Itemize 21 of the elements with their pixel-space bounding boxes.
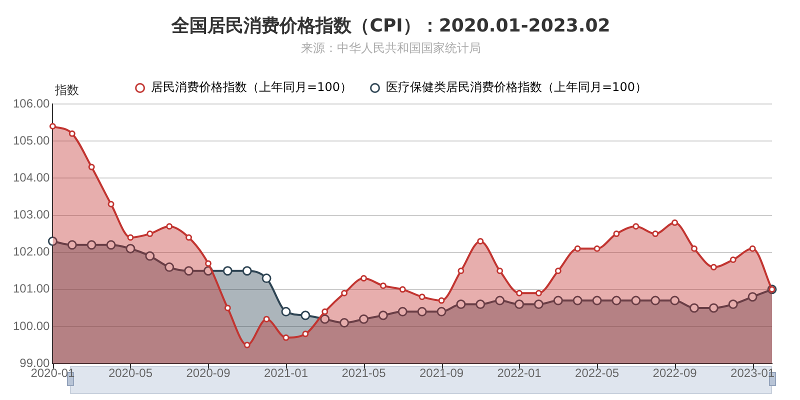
x-tick-label: 2022-01	[497, 366, 542, 380]
y-tick-label: 103.00	[13, 208, 50, 222]
x-tick-label: 2021-01	[264, 366, 308, 380]
y-tick-label: 105.00	[13, 133, 50, 148]
x-tick-label: 2022-09	[652, 366, 698, 380]
legend-label: 居民消费价格指数（上年同月=100）	[151, 80, 352, 94]
x-tick-label: 2020-09	[186, 366, 231, 380]
x-tick-label: 2021-05	[342, 366, 386, 380]
y-tick-label: 100.00	[13, 318, 50, 333]
x-tick-label: 2021-09	[419, 366, 464, 380]
chart-subtitle: 来源：中华人民共和国国家统计局	[301, 40, 481, 55]
legend-label: 医疗保健类居民消费价格指数（上年同月=100）	[386, 80, 647, 94]
y-tick-label: 106.00	[13, 96, 50, 110]
y-tick-label: 104.00	[13, 170, 50, 184]
x-tick-label: 2022-05	[575, 366, 620, 380]
x-tick-label: 2020-05	[108, 366, 153, 380]
y-axis-title: 指数	[55, 82, 79, 99]
y-tick-label: 102.00	[13, 244, 50, 259]
chart-title: 全国居民消费价格指数（CPI）：2020.01-2023.02	[170, 15, 610, 36]
x-tick-label: 2023-01	[730, 366, 775, 380]
y-tick-label: 101.00	[13, 282, 50, 296]
